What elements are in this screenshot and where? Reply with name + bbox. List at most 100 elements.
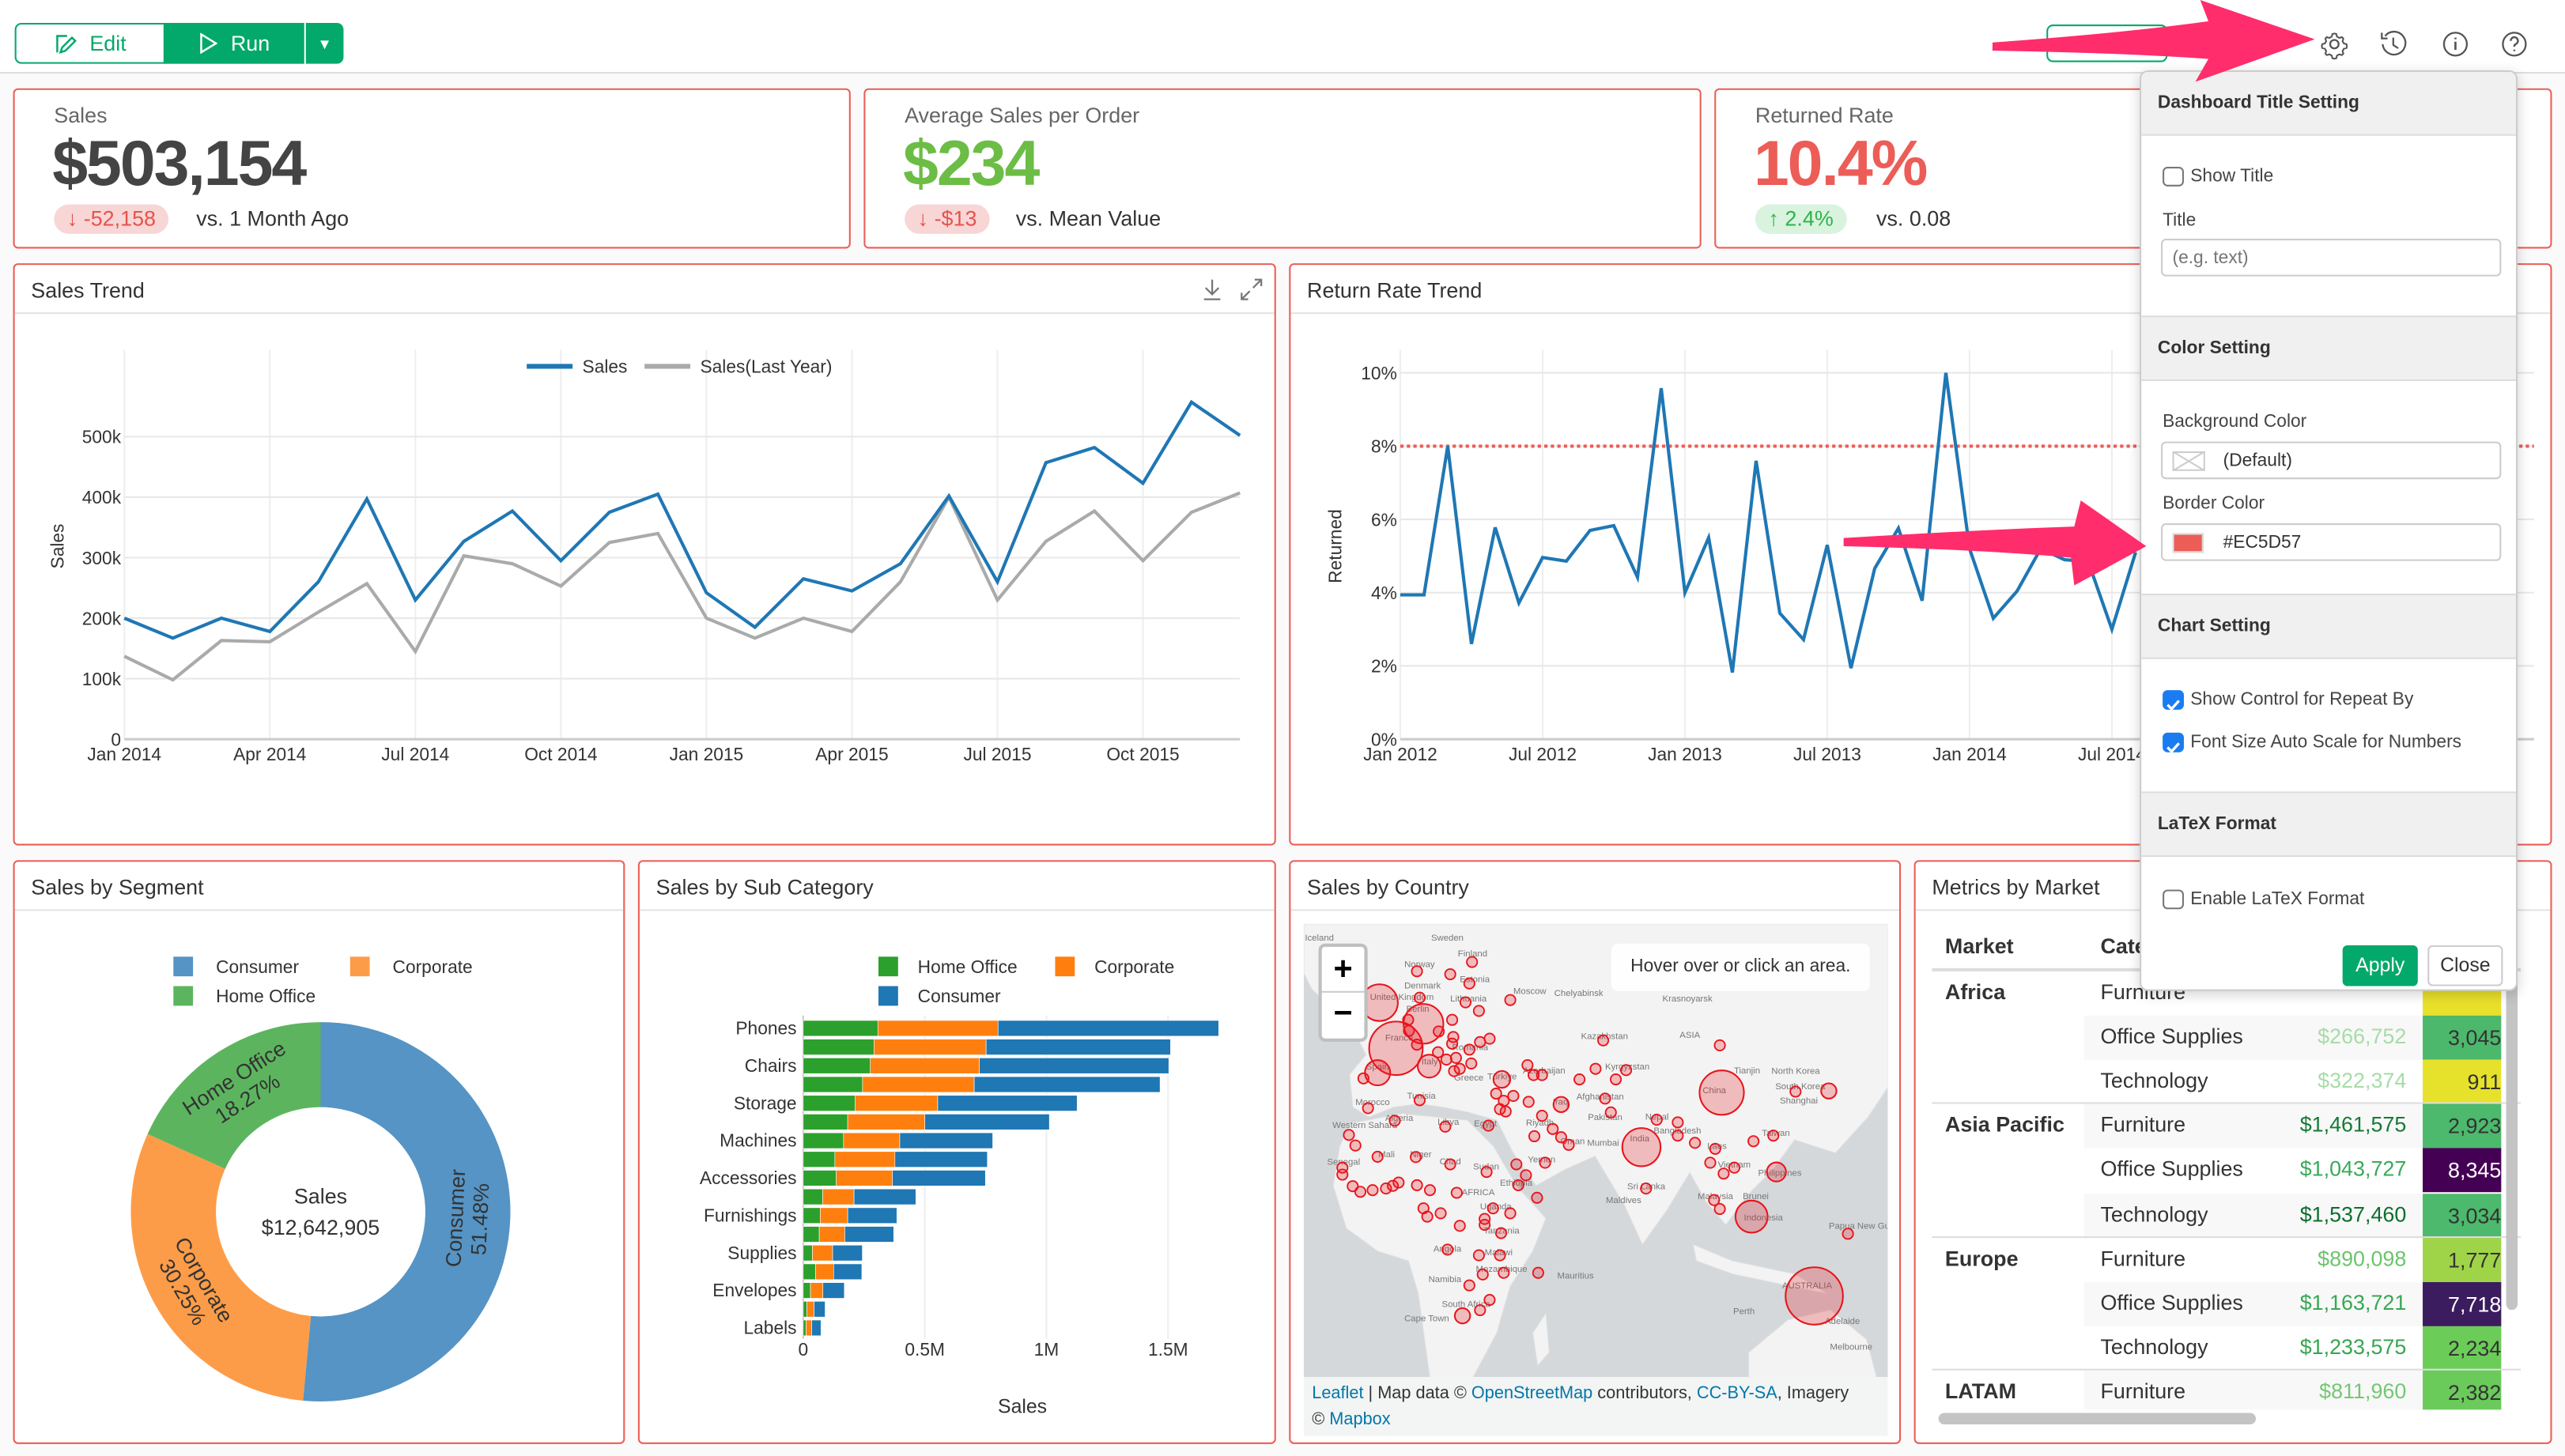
- kpi-card-avg-sales: Average Sales per Order $234 ↓ -$13 vs. …: [863, 88, 1702, 249]
- y-tick-label: Furnishings: [704, 1205, 797, 1225]
- bar-segment: [803, 1020, 878, 1037]
- map-place-label: Melbourne: [1830, 1342, 1872, 1352]
- land-shape: [1748, 1309, 1877, 1378]
- bar-segment: [833, 1263, 863, 1281]
- checkmark-icon: [2166, 742, 2181, 754]
- map-place-label: Chelyabinsk: [1554, 989, 1604, 998]
- apply-button[interactable]: Apply: [2342, 945, 2418, 986]
- country-bubble: [1439, 1120, 1452, 1133]
- country-bubble: [1672, 1130, 1684, 1142]
- country-bubble: [1411, 1179, 1423, 1191]
- cc-link[interactable]: CC-BY-SA: [1696, 1383, 1777, 1404]
- country-bubble: [1536, 1109, 1548, 1122]
- map-place-label: Mozambique: [1476, 1265, 1528, 1274]
- country-bubble: [1486, 1202, 1499, 1215]
- auto-scale-checkbox[interactable]: [2163, 732, 2184, 754]
- expand-icon[interactable]: [1240, 278, 1263, 301]
- map[interactable]: Iceland Sweden Finland Norway Estonia Denmark…: [1303, 923, 1888, 1378]
- help-icon[interactable]: [2498, 28, 2530, 60]
- background-color-label: Background Color: [2163, 412, 2307, 432]
- zoom-in-button[interactable]: +: [1321, 947, 1365, 993]
- country-bubble: [1728, 1161, 1741, 1174]
- leaflet-link[interactable]: Leaflet: [1312, 1383, 1364, 1404]
- category-cell: Office Supplies: [2100, 1156, 2243, 1182]
- series-line: [1400, 372, 2137, 673]
- latex-checkbox[interactable]: [2163, 889, 2184, 910]
- title-label: Title: [2163, 210, 2197, 231]
- quantity-cell: 2,234: [2423, 1326, 2502, 1371]
- legend-swatch: [878, 956, 898, 977]
- map-place-label: Norway: [1404, 960, 1435, 969]
- border-color-picker[interactable]: #EC5D57: [2161, 523, 2502, 561]
- country-bubble: [1434, 1207, 1447, 1220]
- gear-icon[interactable]: [2318, 28, 2351, 60]
- donut-slice: [303, 1022, 511, 1402]
- background-color-picker[interactable]: (Default): [2161, 441, 2502, 480]
- run-button[interactable]: Run: [163, 22, 304, 64]
- country-bubble: [1463, 1279, 1475, 1292]
- land-shape: [1692, 1243, 1828, 1295]
- country-bubble: [1504, 994, 1517, 1006]
- close-button[interactable]: Close: [2427, 945, 2503, 986]
- bar-segment: [894, 1151, 988, 1167]
- kpi-value: $503,154: [52, 129, 307, 200]
- section-header: LaTeX Format: [2141, 791, 2516, 858]
- country-bubble: [1476, 1268, 1489, 1281]
- country-bubble: [1446, 1037, 1459, 1050]
- map-place-label: Nepal: [1645, 1113, 1669, 1122]
- zoom-out-button[interactable]: −: [1333, 995, 1353, 1032]
- map-place-label: Tianjin: [1734, 1066, 1760, 1076]
- history-icon[interactable]: [2377, 28, 2409, 60]
- attribution-text: , Imagery: [1777, 1383, 1849, 1404]
- download-icon[interactable]: [1201, 278, 1224, 301]
- bar-segment: [803, 1226, 820, 1243]
- info-icon[interactable]: [2439, 28, 2472, 60]
- y-axis-label: Returned: [1324, 509, 1345, 583]
- country-bubble: [1392, 1176, 1405, 1189]
- map-canvas[interactable]: Iceland Sweden Finland Norway Estonia Denmark…: [1303, 923, 1888, 1378]
- country-bubble: [1413, 1094, 1426, 1107]
- horizontal-scrollbar[interactable]: [1938, 1413, 2257, 1425]
- country-bubble: [1767, 1130, 1780, 1142]
- country-bubble: [1789, 1085, 1802, 1098]
- legend-label: Home Office: [918, 956, 1018, 977]
- osm-link[interactable]: OpenStreetMap: [1471, 1383, 1593, 1404]
- map-place-label: India: [1630, 1134, 1649, 1144]
- y-tick-label: 200k: [82, 608, 122, 628]
- country-bubble: [1640, 1183, 1653, 1195]
- map-place-label: Uganda: [1480, 1202, 1512, 1212]
- show-title-checkbox[interactable]: [2163, 167, 2184, 187]
- bar-segment: [803, 1151, 836, 1167]
- y-tick-label: 4%: [1371, 583, 1397, 603]
- arrow-down-icon: ↓: [917, 206, 935, 231]
- repeat-by-checkbox[interactable]: [2163, 690, 2184, 711]
- row-stripe: [2083, 1193, 2423, 1238]
- sales-cell: $1,461,575: [2299, 1112, 2407, 1137]
- panel-sales-trend: Sales Trend Jan 2014 Apr 2014 Jul 2014 Oct …: [13, 263, 1276, 846]
- bar-segment: [803, 1170, 837, 1186]
- kpi-label: Sales: [54, 103, 108, 128]
- legend-label: Home Office: [216, 986, 315, 1006]
- bar-segment: [937, 1095, 1078, 1111]
- title-input[interactable]: [2161, 239, 2502, 277]
- bar-segment: [979, 1058, 1169, 1074]
- bar-segment: [847, 1207, 897, 1224]
- sales-cell: $322,374: [2318, 1068, 2407, 1093]
- country-bubble: [1552, 1096, 1570, 1114]
- mapbox-link[interactable]: Mapbox: [1329, 1409, 1391, 1430]
- category-cell: Technology: [2100, 1333, 2208, 1359]
- country-bubble: [1416, 1054, 1442, 1079]
- section-header: Chart Setting: [2141, 594, 2516, 659]
- country-bubble: [1402, 1013, 1415, 1026]
- map-place-label: Riyadh: [1526, 1118, 1554, 1128]
- country-bubble: [1433, 1025, 1445, 1038]
- bar-segment: [803, 1076, 863, 1093]
- kpi-delta: -52,158: [83, 206, 156, 231]
- attribution-text: contributors,: [1592, 1383, 1697, 1404]
- edit-button[interactable]: Edit: [14, 22, 165, 64]
- country-bubble: [1362, 1102, 1374, 1115]
- toolbar-action-button[interactable]: [2046, 25, 2168, 62]
- vertical-scrollbar[interactable]: [2506, 963, 2518, 1311]
- slice-percent: 51.48%: [467, 1183, 493, 1255]
- run-options-dropdown[interactable]: ▼: [304, 22, 344, 64]
